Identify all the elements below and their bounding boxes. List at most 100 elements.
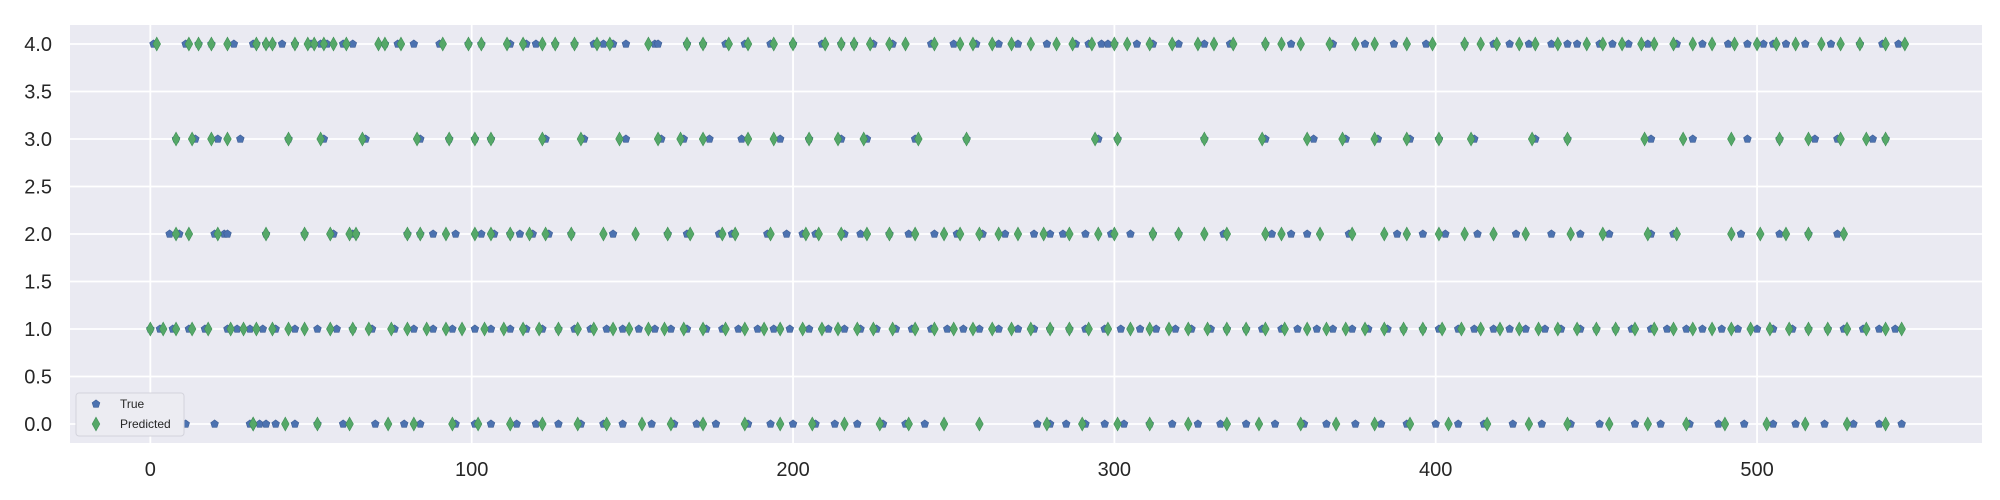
point-true (486, 419, 496, 428)
point-predicted (631, 226, 640, 242)
point-predicted (1650, 36, 1659, 52)
point-predicted (1756, 226, 1765, 242)
point-predicted (1084, 321, 1093, 337)
point-predicted (538, 36, 547, 52)
point-predicted (464, 36, 473, 52)
point-true (618, 419, 627, 428)
point-predicted (1174, 226, 1183, 242)
point-predicted (441, 321, 451, 337)
point-predicted (1553, 36, 1563, 52)
point-true (1100, 419, 1109, 428)
point-predicted (1781, 226, 1791, 242)
point-predicted (422, 321, 431, 337)
point-predicted (506, 416, 515, 432)
y-tick-label: 0.5 (24, 367, 52, 389)
point-true (1453, 419, 1463, 428)
point-predicted (351, 226, 361, 242)
point-true (1286, 39, 1296, 48)
point-predicted (207, 131, 216, 147)
point-predicted (1534, 321, 1543, 337)
point-predicted (1836, 131, 1845, 147)
point-true (782, 229, 791, 238)
point-true (1743, 39, 1752, 48)
legend-box (75, 392, 185, 437)
point-true (1576, 229, 1585, 238)
legend-symbol-predicted (91, 416, 101, 432)
point-predicted (1065, 321, 1074, 337)
point-true (1312, 324, 1322, 333)
point-predicted (326, 321, 335, 337)
point-predicted (837, 36, 846, 52)
y-tick-label: 1.5 (24, 272, 52, 294)
point-predicted (1785, 321, 1794, 337)
point-true (1126, 229, 1135, 238)
point-predicted (1039, 226, 1048, 242)
point-predicted (1341, 321, 1350, 337)
point-true (1801, 39, 1810, 48)
point-true (451, 229, 460, 238)
point-true (1193, 419, 1203, 428)
point-predicted (666, 416, 676, 432)
point-predicted (499, 321, 508, 337)
point-predicted (345, 416, 354, 432)
point-predicted (1672, 226, 1681, 242)
y-tick-label: 3.0 (24, 129, 52, 151)
point-predicted (470, 226, 480, 242)
point-predicted (1881, 321, 1890, 337)
point-predicted (1640, 131, 1649, 147)
point-predicted (592, 36, 602, 52)
point-predicted (573, 416, 582, 432)
point-predicted (869, 321, 878, 337)
point-predicted (457, 321, 467, 337)
point-predicted (1881, 416, 1890, 432)
point-true (1630, 419, 1640, 428)
point-predicted (1229, 36, 1238, 52)
point-true (621, 39, 631, 48)
point-true (1717, 324, 1726, 333)
legend-label-predicted: Predicted (120, 417, 171, 431)
point-predicted (226, 321, 235, 337)
point-predicted (1643, 416, 1652, 432)
point-predicted (1643, 226, 1652, 242)
point-predicted (644, 321, 653, 337)
point-predicted (833, 131, 843, 147)
point-predicted (1402, 36, 1411, 52)
point-predicted (653, 131, 663, 147)
point-predicted (486, 131, 496, 147)
point-true (1241, 419, 1251, 428)
point-true (1132, 39, 1142, 48)
point-predicted (187, 131, 197, 147)
y-tick-label: 2.0 (24, 224, 52, 246)
point-predicted (608, 321, 618, 337)
point-predicted (1650, 321, 1659, 337)
point-predicted (1164, 321, 1174, 337)
point-predicted (833, 321, 843, 337)
point-true (785, 324, 795, 333)
point-true (1736, 229, 1746, 238)
legend-symbol-true (91, 399, 101, 408)
point-true (930, 229, 939, 238)
point-true (1698, 324, 1707, 333)
point-predicted (975, 226, 984, 242)
point-predicted (1669, 36, 1678, 52)
point-predicted (1515, 36, 1524, 52)
point-predicted (1727, 321, 1736, 337)
point-predicted (506, 226, 515, 242)
point-predicted (1042, 416, 1052, 432)
point-predicted (1113, 416, 1122, 432)
point-true (428, 229, 438, 238)
point-predicted (252, 36, 261, 52)
point-predicted (146, 321, 155, 337)
point-predicted (820, 36, 830, 52)
point-predicted (740, 416, 750, 432)
point-predicted (290, 36, 300, 52)
legend-marker-true (91, 399, 101, 408)
point-true (1781, 39, 1791, 48)
point-predicted (1617, 36, 1627, 52)
point-predicted (817, 321, 827, 337)
point-predicted (184, 226, 194, 242)
point-predicted (1013, 226, 1023, 242)
point-predicted (1045, 321, 1055, 337)
series-predicted (146, 36, 1910, 432)
point-predicted (1881, 36, 1890, 52)
